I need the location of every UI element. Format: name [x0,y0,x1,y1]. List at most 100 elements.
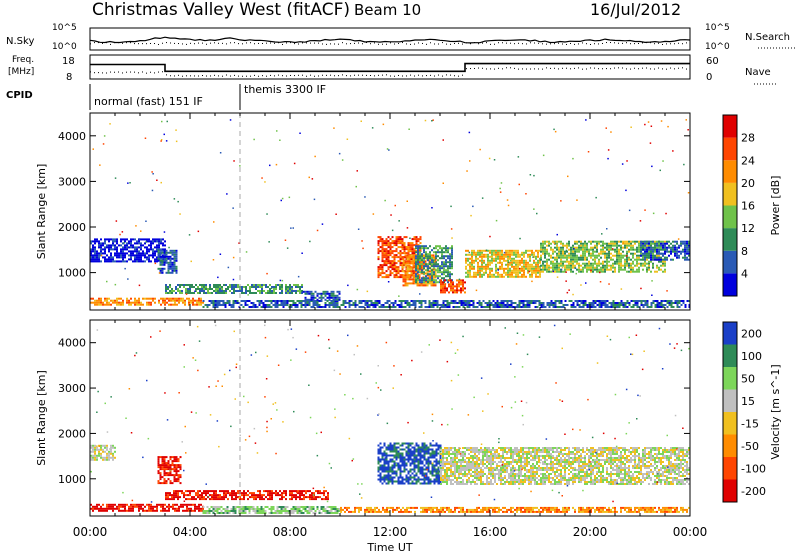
heatmap-cell [96,303,98,306]
heatmap-cell [377,242,380,245]
heatmap-cell [116,505,118,508]
scatter-cell [466,170,468,172]
heatmap-cell [568,262,570,265]
heatmap-cell [308,298,311,301]
heatmap-cell [469,273,471,276]
scatter-cell [233,160,235,162]
heatmap-cell [510,304,513,306]
heatmap-cell [228,304,231,306]
heatmap-cell [90,297,92,300]
heatmap-cell [532,510,534,513]
heatmap-cell [562,248,564,251]
heatmap-cell [106,509,108,512]
heatmap-cell [462,506,464,509]
heatmap-cell [606,242,608,245]
heatmap-cell [491,259,493,262]
heatmap-cell [260,506,263,508]
heatmap-cell [502,300,505,302]
heatmap-cell [157,253,160,256]
nave-dot [642,67,643,69]
heatmap-cell [554,304,557,306]
heatmap-cell [413,248,416,251]
heatmap-cell [620,304,623,306]
heatmap-cell [385,250,388,253]
heatmap-cell [340,510,342,513]
heatmap-cell [492,300,495,302]
heatmap-cell [554,258,556,261]
heatmap-cell [421,281,423,284]
heatmap-cell [451,273,453,276]
heatmap-cell [300,304,303,306]
heatmap-cell [416,284,419,287]
heatmap-cell [260,302,263,304]
heatmap-cell [511,271,513,274]
heatmap-cell [513,251,515,254]
heatmap-cell [426,270,429,273]
heatmap-cell [120,301,122,304]
heatmap-cell [231,292,233,294]
heatmap-cell [334,506,337,508]
heatmap-cell [580,244,582,247]
heatmap-cell [318,304,321,306]
heatmap-cell [368,300,371,302]
heatmap-cell [98,299,100,302]
heatmap-cell [173,259,176,262]
heatmap-cell [548,270,550,273]
heatmap-cell [441,265,443,268]
nave-dot [138,72,139,74]
heatmap-cell [624,246,626,249]
heatmap-cell [513,253,515,256]
noise-search-dot [498,42,499,44]
heatmap-cell [600,262,602,265]
heatmap-cell [656,304,659,306]
heatmap-cell [462,304,465,306]
heatmap-cell [471,265,473,268]
heatmap-cell [192,297,194,300]
heatmap-cell [528,508,530,511]
station-title: Christmas Valley West (fitACF) [92,0,350,20]
heatmap-cell [174,507,176,510]
scatter-cell [161,120,163,123]
heatmap-cell [412,264,415,267]
heatmap-cell [406,278,409,281]
heatmap-cell [466,306,469,308]
heatmap-cell [200,507,202,510]
heatmap-cell [417,249,419,252]
heatmap-cell [532,302,535,304]
heatmap-cell [419,281,421,284]
heatmap-cell [222,508,225,510]
heatmap-cell [178,507,180,510]
heatmap-cell [638,246,640,249]
heatmap-cell [535,275,537,278]
freq-label-line1: Freq. [12,55,34,65]
heatmap-cell [410,260,413,263]
heatmap-cell [168,503,170,506]
heatmap-cell [156,260,158,263]
heatmap-cell [128,242,130,245]
scatter-cell [565,249,568,252]
heatmap-cell [533,261,535,264]
heatmap-cell [630,266,632,269]
heatmap-cell [491,253,493,256]
freq-tick-bottom: 8 [66,72,72,83]
heatmap-cell [656,252,658,255]
heatmap-cell [460,281,462,284]
heatmap-cell [449,263,451,266]
heatmap-cell [252,510,255,512]
noise-search-dot [110,43,111,45]
heatmap-cell [406,510,408,513]
heatmap-cell [662,246,664,249]
heatmap-cell [140,505,142,508]
heatmap-cell [570,252,572,255]
heatmap-cell [222,300,225,302]
heatmap-cell [227,286,229,288]
heatmap-cell [610,304,613,306]
heatmap-cell [306,298,309,301]
heatmap-cell [608,244,610,247]
heatmap-cell [94,258,96,261]
heatmap-cell [590,510,592,513]
heatmap-cell [682,302,685,304]
heatmap-cell [259,292,261,294]
heatmap-cell [439,257,441,260]
heatmap-cell [304,300,307,302]
